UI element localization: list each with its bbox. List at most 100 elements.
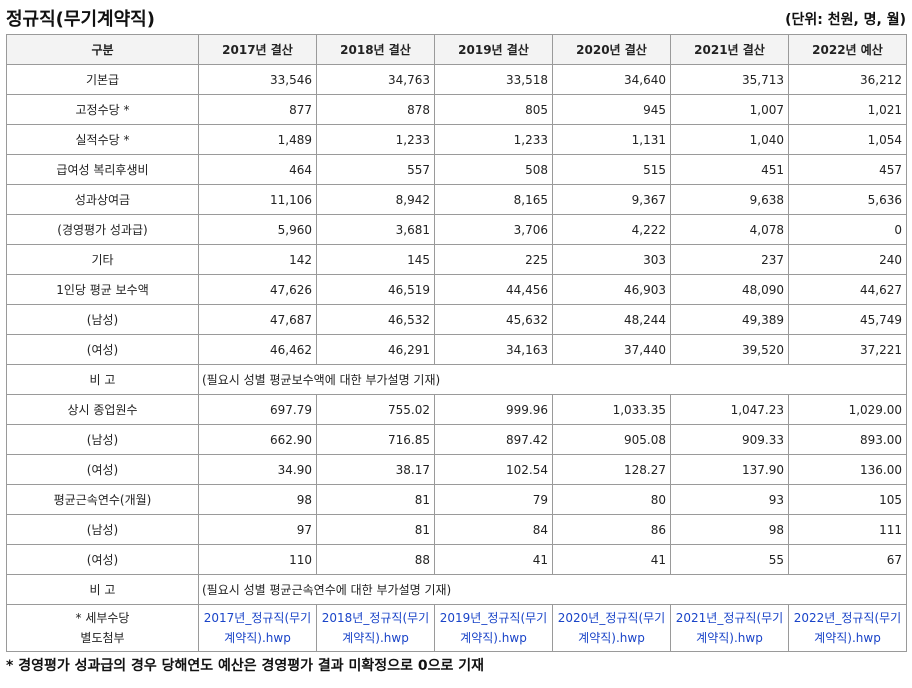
column-header: 2018년 결산 xyxy=(316,34,435,65)
value-cell: 1,021 xyxy=(788,94,907,125)
value-cell: 41 xyxy=(434,544,553,575)
value-cell: 303 xyxy=(552,244,671,275)
value-cell: 34.90 xyxy=(198,454,317,485)
table-row: (남성) 97 81 84 86 98 111 xyxy=(6,514,907,545)
attachment-row: * 세부수당 별도첨부 2017년_정규직(무기계약직).hwp 2018년_정규직… xyxy=(6,604,907,652)
table-row: 평균근속연수(개월) 98 81 79 80 93 105 xyxy=(6,484,907,515)
value-cell: 47,687 xyxy=(198,304,317,335)
value-cell: 105 xyxy=(788,484,907,515)
value-cell: 9,367 xyxy=(552,184,671,215)
value-cell: 128.27 xyxy=(552,454,671,485)
value-cell: 877 xyxy=(198,94,317,125)
value-cell: 999.96 xyxy=(434,394,553,425)
value-cell: 225 xyxy=(434,244,553,275)
table-row: 비 고 (필요시 성별 평균근속연수에 대한 부가설명 기재) xyxy=(6,574,907,605)
table-row: 고정수당 * 877 878 805 945 1,007 1,021 xyxy=(6,94,907,125)
value-cell: 508 xyxy=(434,154,553,185)
value-cell: 34,763 xyxy=(316,64,435,95)
value-cell: 451 xyxy=(670,154,789,185)
value-cell: 945 xyxy=(552,94,671,125)
value-cell: 46,903 xyxy=(552,274,671,305)
value-cell: 98 xyxy=(670,514,789,545)
value-cell: 5,636 xyxy=(788,184,907,215)
attachment-file-link[interactable]: 2019년_정규직(무기계약직).hwp xyxy=(434,604,553,652)
value-cell: 33,518 xyxy=(434,64,553,95)
remark-cell: (필요시 성별 평균보수액에 대한 부가설명 기재) xyxy=(198,364,907,395)
value-cell: 755.02 xyxy=(316,394,435,425)
row-label: 비 고 xyxy=(6,574,199,605)
value-cell: 893.00 xyxy=(788,424,907,455)
value-cell: 137.90 xyxy=(670,454,789,485)
value-cell: 4,078 xyxy=(670,214,789,245)
value-cell: 3,706 xyxy=(434,214,553,245)
value-cell: 37,440 xyxy=(552,334,671,365)
table-row: (여성) 110 88 41 41 55 67 xyxy=(6,544,907,575)
footnote: * 경영평가 성과급의 경우 당해연도 예산은 경영평가 결과 미확정으로 0으… xyxy=(6,658,484,674)
row-label: 실적수당 * xyxy=(6,124,199,155)
column-header: 구분 xyxy=(6,34,199,65)
header-row: 구분 2017년 결산 2018년 결산 2019년 결산 2020년 결산 2… xyxy=(6,34,907,65)
value-cell: 716.85 xyxy=(316,424,435,455)
value-cell: 515 xyxy=(552,154,671,185)
attachment-file-link[interactable]: 2018년_정규직(무기계약직).hwp xyxy=(316,604,435,652)
remark-cell: (필요시 성별 평균근속연수에 대한 부가설명 기재) xyxy=(198,574,907,605)
value-cell: 110 xyxy=(198,544,317,575)
value-cell: 1,029.00 xyxy=(788,394,907,425)
row-label: (여성) xyxy=(6,544,199,575)
value-cell: 240 xyxy=(788,244,907,275)
value-cell: 1,489 xyxy=(198,124,317,155)
value-cell: 897.42 xyxy=(434,424,553,455)
value-cell: 46,519 xyxy=(316,274,435,305)
value-cell: 1,131 xyxy=(552,124,671,155)
column-header: 2022년 예산 xyxy=(788,34,907,65)
attachment-file-link[interactable]: 2021년_정규직(무기계약직).hwp xyxy=(670,604,789,652)
row-label: (여성) xyxy=(6,454,199,485)
value-cell: 909.33 xyxy=(670,424,789,455)
row-label: 상시 종업원수 xyxy=(6,394,199,425)
value-cell: 48,244 xyxy=(552,304,671,335)
compensation-table: 구분 2017년 결산 2018년 결산 2019년 결산 2020년 결산 2… xyxy=(6,34,907,652)
value-cell: 98 xyxy=(198,484,317,515)
attachment-label: * 세부수당 별도첨부 xyxy=(6,604,199,652)
value-cell: 8,942 xyxy=(316,184,435,215)
value-cell: 145 xyxy=(316,244,435,275)
value-cell: 1,007 xyxy=(670,94,789,125)
table-row: (여성) 46,462 46,291 34,163 37,440 39,520 37,221 xyxy=(6,334,907,365)
value-cell: 48,090 xyxy=(670,274,789,305)
value-cell: 34,640 xyxy=(552,64,671,95)
value-cell: 46,462 xyxy=(198,334,317,365)
value-cell: 38.17 xyxy=(316,454,435,485)
unit-label: (단위: 천원, 명, 월) xyxy=(785,12,906,28)
value-cell: 49,389 xyxy=(670,304,789,335)
attachment-file-link[interactable]: 2017년_정규직(무기계약직).hwp xyxy=(198,604,317,652)
table-row: 성과상여금 11,106 8,942 8,165 9,367 9,638 5,636 xyxy=(6,184,907,215)
value-cell: 697.79 xyxy=(198,394,317,425)
value-cell: 93 xyxy=(670,484,789,515)
value-cell: 86 xyxy=(552,514,671,545)
table-row: 상시 종업원수 697.79 755.02 999.96 1,033.35 1,047.2… xyxy=(6,394,907,425)
attachment-file-link[interactable]: 2020년_정규직(무기계약직).hwp xyxy=(552,604,671,652)
value-cell: 35,713 xyxy=(670,64,789,95)
row-label: 평균근속연수(개월) xyxy=(6,484,199,515)
value-cell: 44,456 xyxy=(434,274,553,305)
value-cell: 37,221 xyxy=(788,334,907,365)
value-cell: 46,291 xyxy=(316,334,435,365)
value-cell: 44,627 xyxy=(788,274,907,305)
value-cell: 79 xyxy=(434,484,553,515)
value-cell: 1,054 xyxy=(788,124,907,155)
row-label: 급여성 복리후생비 xyxy=(6,154,199,185)
value-cell: 905.08 xyxy=(552,424,671,455)
value-cell: 878 xyxy=(316,94,435,125)
value-cell: 557 xyxy=(316,154,435,185)
table-row: (여성) 34.90 38.17 102.54 128.27 137.90 136.00 xyxy=(6,454,907,485)
value-cell: 111 xyxy=(788,514,907,545)
row-label: (여성) xyxy=(6,334,199,365)
value-cell: 1,040 xyxy=(670,124,789,155)
value-cell: 1,033.35 xyxy=(552,394,671,425)
row-label: 1인당 평균 보수액 xyxy=(6,274,199,305)
table-body: 기본급 33,546 34,763 33,518 34,640 35,713 36,212 고… xyxy=(6,64,907,652)
value-cell: 36,212 xyxy=(788,64,907,95)
attachment-file-link[interactable]: 2022년_정규직(무기계약직).hwp xyxy=(788,604,907,652)
value-cell: 11,106 xyxy=(198,184,317,215)
table-row: 기타 142 145 225 303 237 240 xyxy=(6,244,907,275)
